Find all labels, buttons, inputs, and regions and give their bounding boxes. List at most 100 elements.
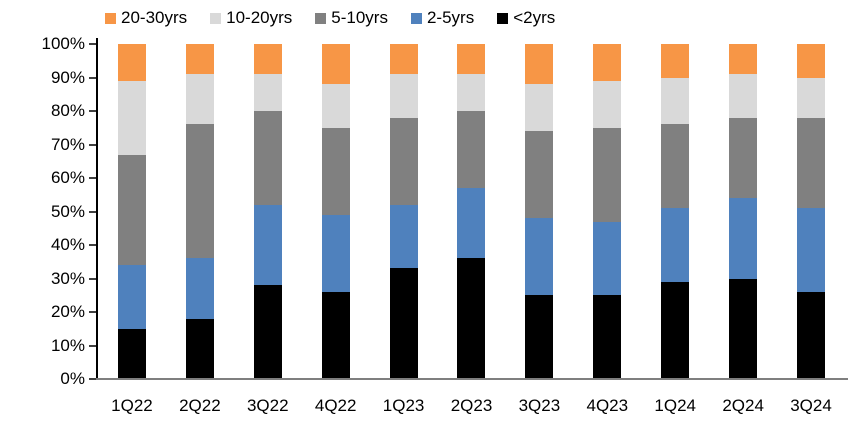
bar-2q23-segment-20-30yrs [457, 44, 486, 75]
bar-3q23 [525, 44, 554, 379]
bar-slot-1q24 [641, 44, 709, 379]
bar-1q24 [661, 44, 690, 379]
bar-3q23-segment-2-5yrs [525, 218, 554, 296]
bar-4q22-segment-20-30yrs [321, 44, 350, 85]
legend: 20-30yrs 10-20yrs 5-10yrs 2-5yrs <2yrs [105, 6, 555, 30]
bar-2q24 [729, 44, 758, 379]
bar-2q22-segment-5-10yrs [185, 124, 214, 259]
ytick-label: 80% [50, 101, 85, 120]
bar-1q24-segment-2-5yrs [661, 208, 690, 282]
bar-slot-4q23 [573, 44, 641, 379]
bar-3q24-segment-5-10yrs [797, 117, 826, 209]
bar-2q24-segment-2-5yrs [729, 198, 758, 279]
y-axis-labels: 0% 10% 20% 30% 40% 50% 60% 70% 80% 90% 100% [0, 34, 85, 388]
bar-1q23-segment-5-10yrs [389, 117, 418, 205]
bar-4q23-segment-20-30yrs [593, 44, 622, 81]
legend-label: 10-20yrs [226, 8, 293, 27]
bar-3q24-segment-2-5yrs [797, 208, 826, 292]
ytick-label: 0% [60, 369, 85, 388]
bar-1q23-segment-20-30yrs [389, 44, 418, 75]
xtick-label-2q24: 2Q24 [722, 396, 764, 415]
bar-2q23 [457, 44, 486, 379]
bar-1q23-segment-2-5yrs [389, 204, 418, 269]
bar-slot-3q23 [505, 44, 573, 379]
bar-2q23-segment-2yrs [457, 258, 486, 379]
xtick-label-4q23: 4Q23 [586, 396, 629, 415]
ytick-label: 100% [41, 34, 85, 53]
bar-3q23-segment-20-30yrs [525, 44, 554, 85]
bar-slot-2q22 [166, 44, 234, 379]
ytick-mark [89, 378, 96, 380]
bar-1q23-segment-2yrs [389, 268, 418, 379]
bar-3q23-segment-2yrs [525, 295, 554, 379]
bar-slot-3q24 [777, 44, 845, 379]
y-axis-ticks [89, 43, 96, 380]
bar-3q24-segment-20-30yrs [797, 44, 826, 78]
bar-4q23-segment-10-20yrs [593, 80, 622, 128]
bar-1q24-segment-10-20yrs [661, 77, 690, 125]
xtick-label-2q23: 2Q23 [450, 396, 493, 415]
ytick-label: 40% [50, 235, 85, 254]
xtick-label-1q23: 1Q23 [382, 396, 425, 415]
ytick-label: 90% [50, 67, 85, 87]
bar-slot-1q23 [370, 44, 438, 379]
bar-3q24-segment-10-20yrs [797, 77, 826, 118]
bar-3q23-segment-10-20yrs [525, 84, 554, 132]
xtick-label-3q23: 3Q23 [518, 396, 561, 415]
bar-4q22-segment-2-5yrs [321, 214, 350, 292]
bar-3q22-segment-10-20yrs [253, 74, 282, 112]
ytick-mark [89, 311, 96, 313]
bar-1q22-segment-5-10yrs [117, 154, 146, 266]
bar-3q22 [253, 44, 282, 379]
ytick-label: 10% [50, 335, 85, 355]
bar-slot-4q22 [302, 44, 370, 379]
ytick-mark [89, 143, 96, 146]
bar-1q22-segment-2yrs [117, 328, 146, 379]
bar-1q24-segment-5-10yrs [661, 124, 690, 209]
bar-4q22-segment-10-20yrs [321, 84, 350, 128]
ytick-mark [89, 177, 96, 179]
ytick-label: 30% [50, 268, 85, 288]
bar-2q24-segment-5-10yrs [729, 117, 758, 199]
bar-2q22 [185, 44, 214, 379]
x-axis-labels: 1Q22 2Q22 3Q22 4Q22 1Q23 2Q23 3Q23 4Q23 1Q24 2Q24… [98, 396, 845, 416]
bar-4q22-segment-5-10yrs [321, 127, 350, 215]
bar-4q23-segment-2yrs [593, 295, 622, 379]
bar-3q23-segment-5-10yrs [525, 131, 554, 219]
ytick-mark [89, 210, 96, 213]
xtick-label-4q22: 4Q22 [314, 396, 357, 415]
legend-swatch-10-20yrs [210, 12, 222, 24]
bar-slot-2q24 [709, 44, 777, 379]
bar-3q22-segment-2yrs [253, 285, 282, 379]
bar-1q23 [389, 44, 418, 379]
ytick-label: 20% [50, 302, 85, 321]
bar-2q22-segment-20-30yrs [185, 44, 214, 75]
legend-label: 2-5yrs [426, 8, 475, 27]
ytick-label: 70% [50, 134, 85, 154]
legend-item-10-20yrs: 10-20yrs [210, 8, 292, 28]
bar-4q23-segment-5-10yrs [593, 127, 622, 222]
legend-item-2-5yrs: 2-5yrs [410, 8, 475, 28]
bar-1q24-segment-2yrs [661, 281, 690, 379]
legend-item-2yrs: <2yrs [497, 8, 555, 28]
ytick-mark [89, 43, 96, 45]
legend-swatch-2-5yrs [410, 12, 422, 24]
bar-4q23-segment-2-5yrs [593, 221, 622, 296]
ytick-mark [89, 110, 96, 112]
plot-area [98, 44, 845, 379]
bar-4q23 [593, 44, 622, 379]
bar-1q22-segment-20-30yrs [117, 44, 146, 81]
bar-slot-2q23 [438, 44, 506, 379]
ytick-mark [89, 344, 96, 347]
bar-2q23-segment-2-5yrs [457, 188, 486, 259]
bar-1q23-segment-10-20yrs [389, 74, 418, 118]
ytick-mark [89, 277, 96, 280]
y-axis-line [96, 38, 98, 380]
ytick-mark [89, 76, 96, 79]
legend-swatch-20-30yrs [105, 12, 116, 24]
xtick-label-3q22: 3Q22 [246, 396, 289, 415]
bar-slot-1q22 [98, 44, 166, 379]
bar-1q24-segment-20-30yrs [661, 44, 690, 78]
bar-2q24-segment-20-30yrs [729, 44, 758, 75]
